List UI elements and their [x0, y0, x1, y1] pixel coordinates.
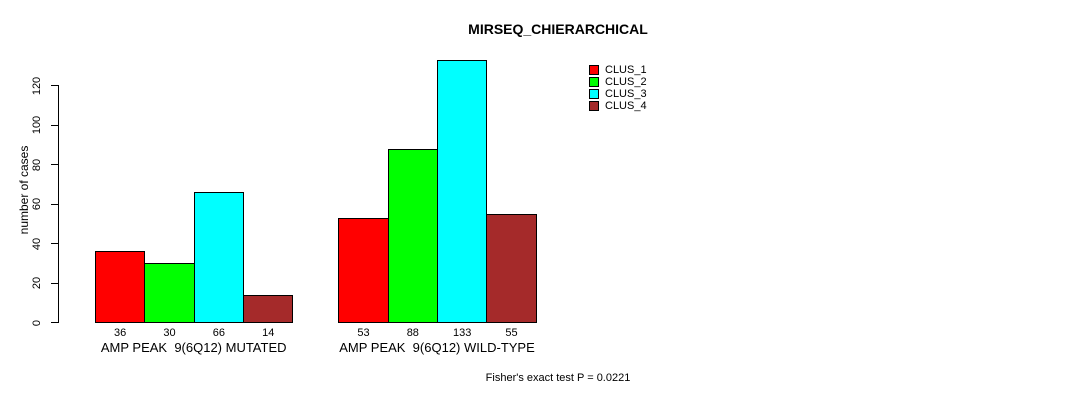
- bar-clus_3-group1: [193, 192, 245, 323]
- y-axis-tick: [51, 124, 58, 126]
- bar-clus_1-group2: [338, 217, 389, 323]
- bar-value-label: 55: [505, 327, 518, 339]
- chart-title: MIRSEQ_CHIERARCHICAL: [468, 21, 648, 37]
- legend-label-clus_4: CLUS_4: [605, 100, 647, 112]
- bar-value-label: 88: [406, 327, 419, 339]
- y-axis-tick-label: 60: [31, 197, 43, 211]
- legend-swatch-clus_1: [589, 65, 599, 75]
- y-axis-tick: [51, 164, 58, 165]
- y-axis-tick: [51, 85, 58, 86]
- bar-clus_4-group1: [243, 294, 294, 323]
- bar-value-label: 30: [163, 327, 176, 339]
- bar-value-label: 53: [357, 327, 370, 339]
- bar-value-label: 66: [212, 327, 225, 339]
- y-axis-tick-label: 100: [31, 115, 43, 135]
- y-axis-tick: [51, 282, 58, 284]
- fisher-test-annotation: Fisher's exact test P = 0.0221: [485, 372, 631, 384]
- legend-label-clus_3: CLUS_3: [605, 88, 647, 100]
- bar-value-label: 14: [262, 327, 275, 339]
- y-axis-tick-label: 20: [31, 276, 43, 290]
- category-label: AMP PEAK 9(6Q12) MUTATED: [100, 340, 287, 355]
- y-axis-tick-label: 40: [31, 237, 43, 250]
- bar-value-label: 133: [452, 327, 472, 339]
- bar-clus_4-group2: [486, 213, 537, 323]
- bar-clus_3-group2: [437, 59, 488, 323]
- y-axis-tick: [51, 243, 58, 244]
- y-axis-tick: [51, 322, 58, 323]
- legend-label-clus_2: CLUS_2: [605, 76, 647, 88]
- y-axis-tick-label: 80: [31, 158, 43, 171]
- y-axis: [58, 85, 59, 323]
- legend-swatch-clus_2: [589, 77, 599, 87]
- bar-value-label: 36: [114, 327, 127, 339]
- legend-label-clus_1: CLUS_1: [605, 64, 647, 76]
- category-label: AMP PEAK 9(6Q12) WILD-TYPE: [339, 340, 535, 355]
- bar-clus_1-group1: [95, 251, 146, 323]
- y-axis-tick-label: 120: [31, 76, 43, 95]
- bar-clus_2-group2: [387, 148, 438, 323]
- legend-swatch-clus_3: [589, 89, 599, 99]
- y-axis-tick: [51, 203, 58, 205]
- y-axis-tick-label: 0: [31, 319, 43, 326]
- y-axis-label: number of cases: [17, 145, 31, 235]
- bar-clus_2-group1: [144, 263, 195, 323]
- legend-swatch-clus_4: [589, 101, 599, 111]
